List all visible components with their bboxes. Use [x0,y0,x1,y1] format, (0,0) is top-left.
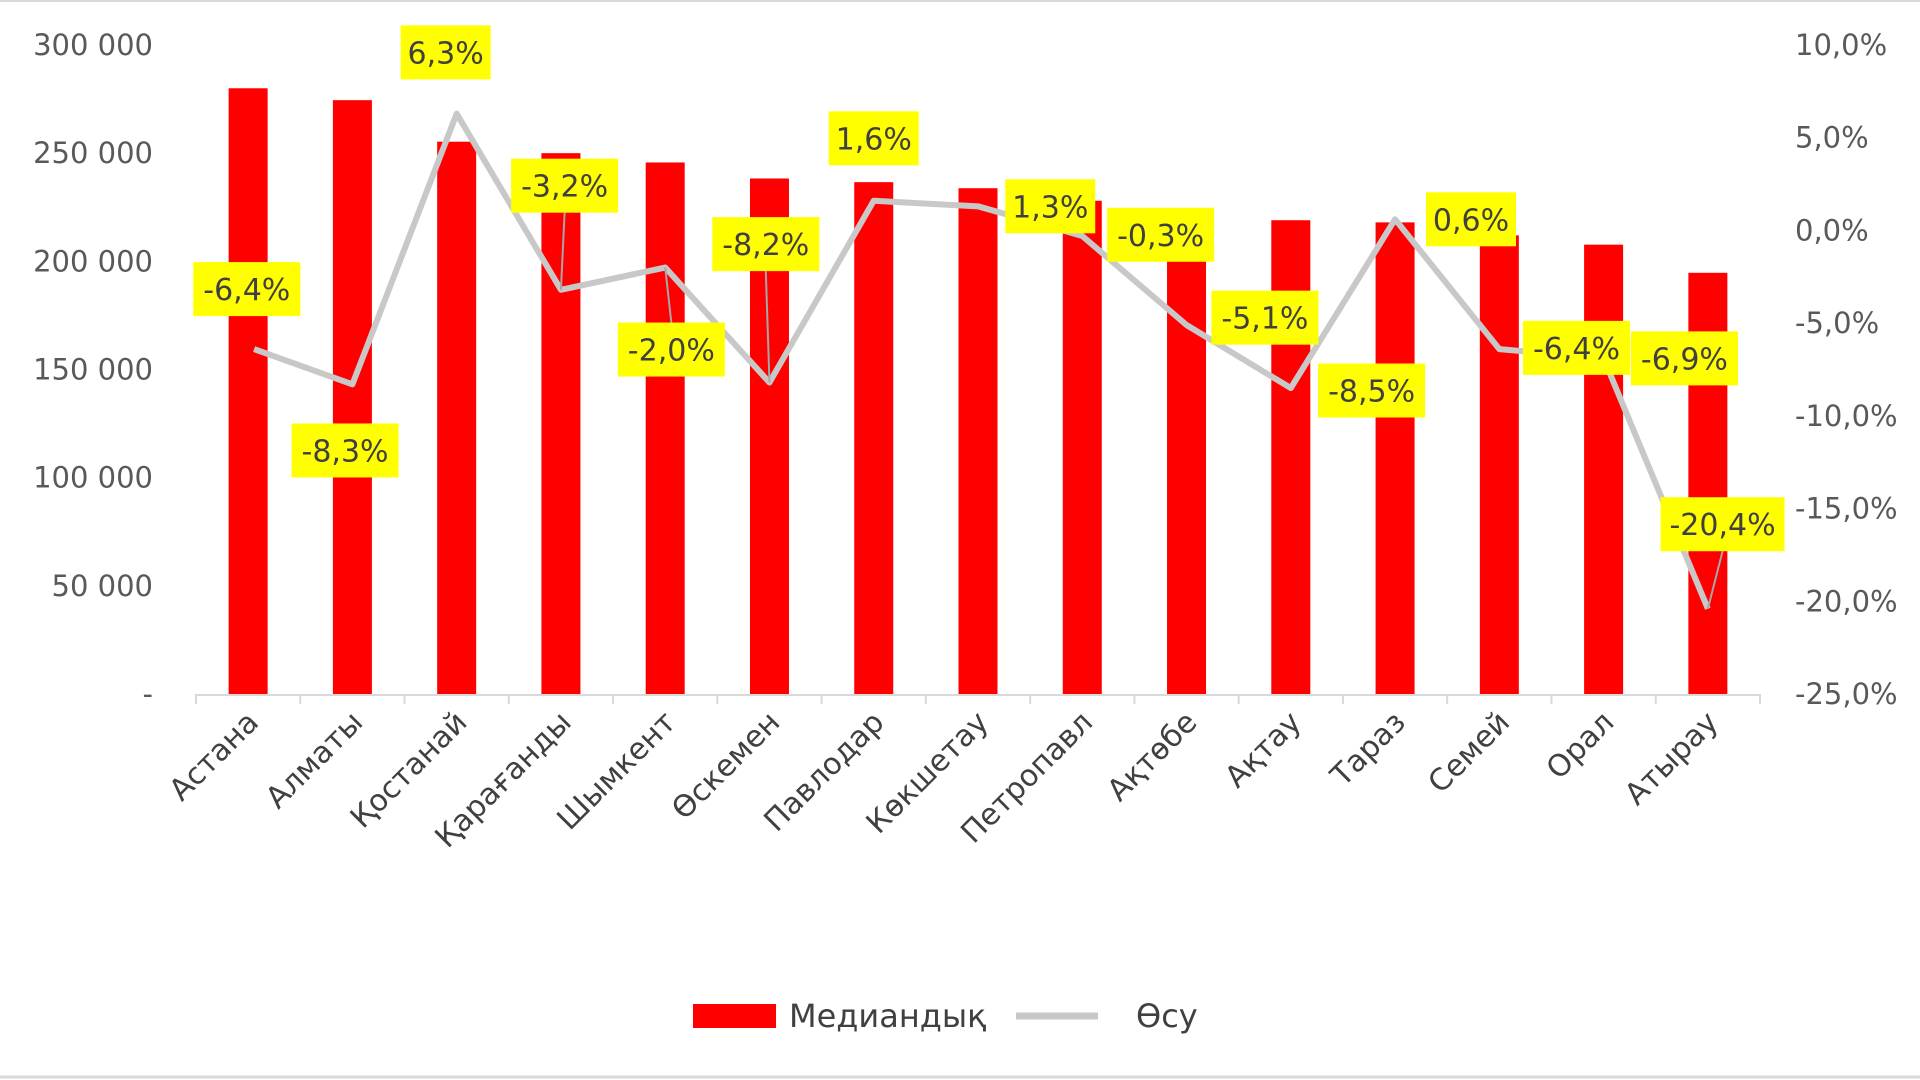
data-label: -6,4% [203,273,290,308]
category-label: Ақтөбе [1101,705,1205,809]
legend: Медиандық Өсу [693,997,1198,1035]
right-axis-tick: -10,0% [1795,399,1898,433]
data-label-box [1107,207,1215,262]
data-label-box [1211,290,1319,345]
right-axis-tick: -25,0% [1795,677,1898,711]
data-label: -6,9% [1641,342,1728,377]
right-axis-tick: 0,0% [1795,213,1869,247]
legend-label: Өсу [1136,997,1198,1035]
data-label: -8,2% [722,228,809,263]
data-label: -20,4% [1669,508,1775,543]
left-axis-tick: 100 000 [33,461,153,495]
data-label: 1,6% [836,122,912,157]
bar [1584,244,1624,694]
right-axis-tick: -5,0% [1795,306,1879,340]
data-label-box [193,262,301,317]
category-label: Астана [163,705,266,808]
category-label: Атырау [1618,705,1725,812]
left-axis-tick: 50 000 [52,569,153,603]
bar [1375,222,1415,695]
left-axis-tick: 150 000 [33,353,153,387]
category-label: Орал [1540,705,1621,786]
category-label: Ақтау [1218,705,1308,795]
bar [228,88,268,695]
data-label: -3,2% [521,170,608,205]
leader-line [559,212,566,290]
growth-line [253,110,1711,610]
data-label: -5,1% [1221,302,1308,337]
data-label-box [1660,497,1785,552]
data-label: -8,3% [302,434,389,469]
left-axis-tick: 250 000 [33,136,153,170]
bar [541,153,581,694]
bar [645,162,685,694]
leader-line [764,271,771,383]
data-label: 6,3% [408,36,484,71]
left-axis-tick: - [143,677,153,711]
leader-line [664,267,673,323]
data-label: 0,6% [1433,203,1509,238]
data-label: -6,4% [1533,332,1620,367]
left-axis-tick: 200 000 [33,244,153,278]
data-label-box [1005,179,1096,234]
data-label-box [1522,320,1630,375]
data-label-box [1318,363,1426,418]
bar [1062,200,1102,694]
bar [958,188,998,695]
legend-label: Медиандық [789,997,986,1035]
data-label: -2,0% [628,334,715,369]
category-label: Алматы [259,705,370,816]
data-label: -8,5% [1328,374,1415,409]
right-axis-tick: 10,0% [1795,28,1887,62]
data-label-box [617,322,725,377]
data-label-box [511,158,619,213]
category-label: Тараз [1324,705,1413,794]
bar [854,182,894,694]
data-label: 1,3% [1012,190,1088,225]
data-label: -0,3% [1117,219,1204,254]
bar [1479,235,1519,694]
category-label: Семей [1422,705,1517,800]
legend-swatch-bar [693,1004,776,1028]
right-axis-tick: -20,0% [1795,584,1898,618]
bar [437,141,477,695]
data-label-box [400,25,491,80]
left-axis-tick: 300 000 [33,28,153,62]
bar [332,100,372,695]
data-label-box [1630,331,1738,386]
bar [1167,213,1207,695]
data-label-box [712,217,820,272]
leader-line [1706,550,1724,609]
data-label-box [828,111,919,166]
data-label-box [291,423,399,478]
right-axis-tick: 5,0% [1795,121,1869,155]
data-label-box [1425,192,1516,247]
right-axis-tick: -15,0% [1795,492,1898,526]
